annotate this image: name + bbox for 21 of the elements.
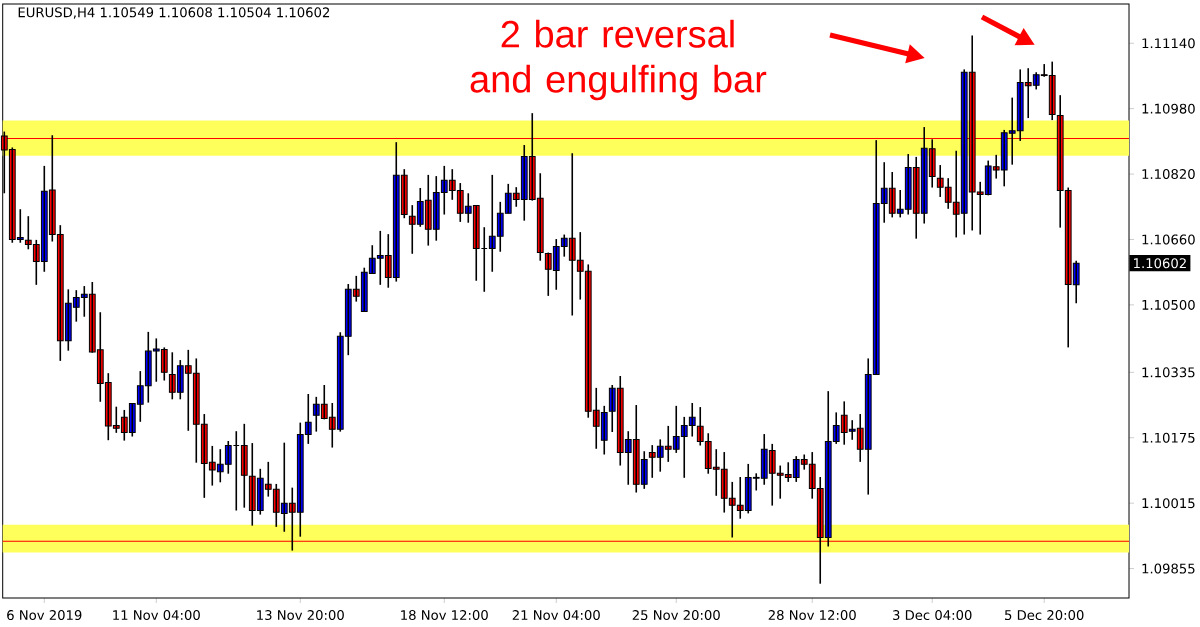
x-tick-label: 11 Nov 04:00 xyxy=(113,610,200,621)
y-tick-label: 1.10175 xyxy=(1142,432,1195,443)
y-tick-label: 1.10660 xyxy=(1142,234,1195,245)
y-tick-label: 1.10820 xyxy=(1142,169,1195,180)
x-tick-label: 28 Nov 12:00 xyxy=(768,610,856,621)
y-tick-label: 1.10335 xyxy=(1142,367,1195,378)
annotation: 2 bar reversal and engulfing bar xyxy=(470,19,767,101)
x-tick-label: 13 Nov 20:00 xyxy=(257,610,344,621)
x-tick-label: 3 Dec 04:00 xyxy=(893,610,972,621)
x-tick-label: 21 Nov 04:00 xyxy=(512,610,600,621)
y-tick-label: 1.10980 xyxy=(1142,103,1195,114)
x-tick-label: 5 Dec 20:00 xyxy=(1005,610,1084,621)
y-tick-label: 1.10500 xyxy=(1142,299,1195,310)
y-tick-label: 1.11140 xyxy=(1142,38,1195,49)
x-tick-label: 18 Nov 12:00 xyxy=(401,610,488,621)
x-tick-label: 25 Nov 20:00 xyxy=(632,610,720,621)
y-tick-label: 1.10015 xyxy=(1142,498,1195,509)
text: 1.10602 xyxy=(1134,258,1186,269)
x-tick-label: 6 Nov 2019 xyxy=(7,610,82,621)
y-tick-label: 1.09855 xyxy=(1142,563,1195,574)
chart-title: EURUSD,H4 1.10549 1.10608 1.10504 1.10602 xyxy=(18,7,330,19)
